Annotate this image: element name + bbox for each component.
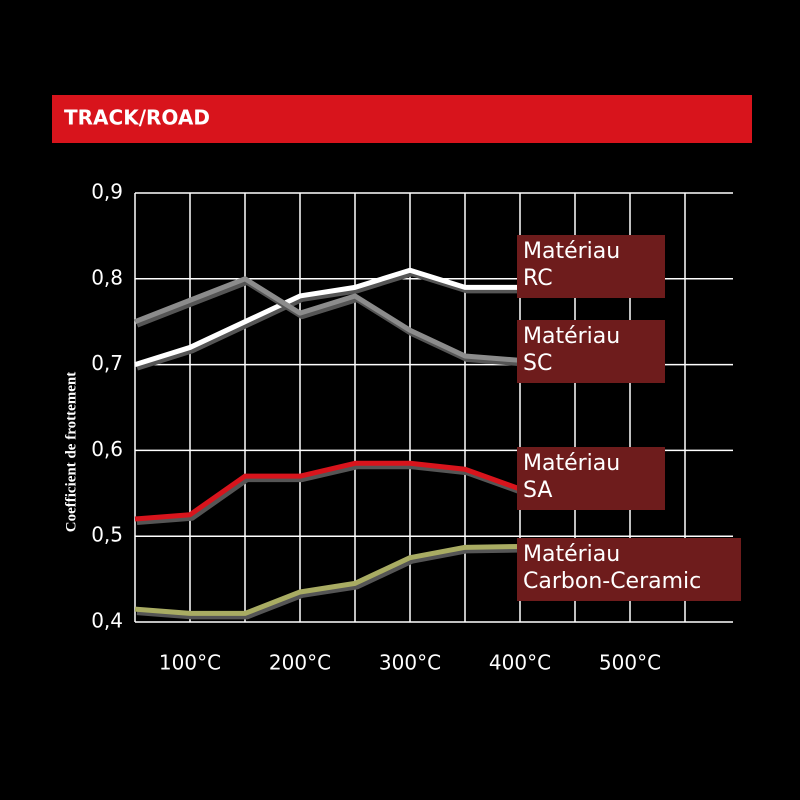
legend-entry: Matériau SC [517,320,665,383]
series-line [134,267,520,367]
x-tick-label: 100°C [159,651,221,675]
x-tick-label: 400°C [489,651,551,675]
series-line [134,543,521,616]
legend-entry: Matériau SA [517,447,665,510]
y-axis-label: Coefficient de frottement [63,372,79,533]
series-line-shadow [136,463,524,526]
chart-title: TRACK/ROAD [64,106,210,130]
x-tick-label: 200°C [269,651,331,675]
y-tick-label: 0,5 [91,523,123,547]
x-tick-label: 300°C [379,651,441,675]
y-tick-label: 0,6 [91,437,123,461]
y-tick-label: 0,7 [91,351,123,375]
legend-entry: Matériau RC [517,235,665,298]
series-line-shadow [136,546,523,620]
y-tick-label: 0,9 [91,180,123,204]
title-banner [52,95,752,143]
series-line [134,276,521,363]
y-tick-label: 0,4 [91,609,123,633]
legend-entry: Matériau Carbon-Ceramic [517,538,741,601]
series-line [134,460,521,522]
y-tick-label: 0,8 [91,265,123,289]
x-tick-label: 500°C [599,651,661,675]
